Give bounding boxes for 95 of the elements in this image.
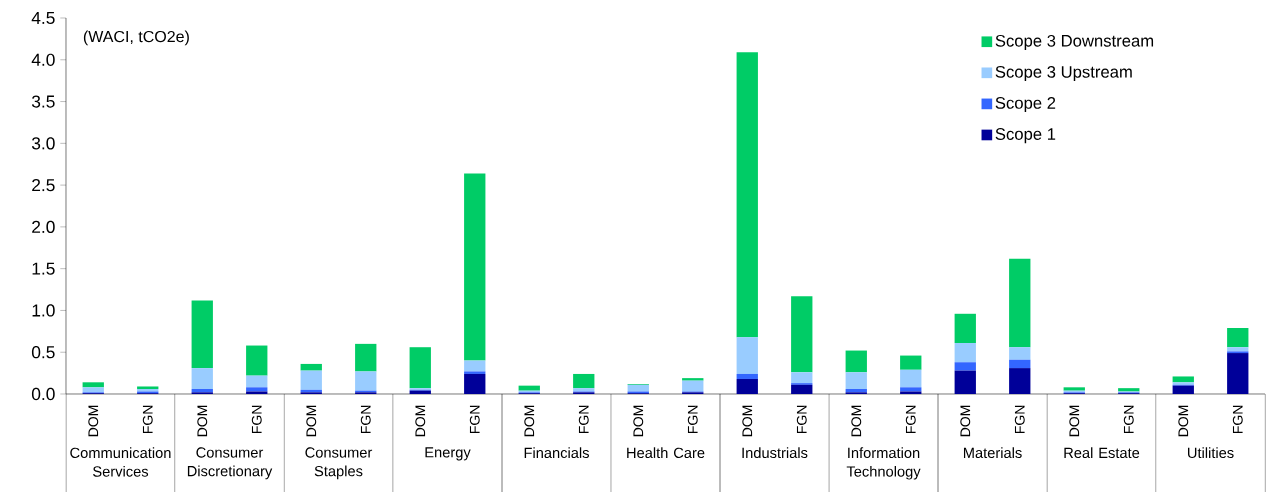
x-tick-label: DOM: [197, 405, 208, 437]
bar: [246, 391, 268, 394]
x-tick-label: DOM: [1069, 405, 1080, 437]
bar: [300, 363, 322, 371]
legend-label: Scope 3 Downstream: [995, 34, 1154, 50]
y-tick-label: 4.5: [31, 11, 55, 25]
bar: [845, 372, 867, 389]
bar: [464, 360, 486, 372]
y-tick-label: 4.0: [31, 53, 55, 66]
bar: [355, 343, 377, 372]
bar: [464, 373, 486, 394]
bar: [736, 52, 758, 338]
x-tick-label: DOM: [88, 405, 99, 437]
y-tick-label: 1.5: [32, 262, 55, 275]
bar: [82, 382, 104, 388]
bar: [682, 380, 704, 392]
bar: [246, 345, 268, 376]
bar: [464, 173, 486, 361]
y-tick-label: 0.0: [31, 387, 55, 401]
bar: [845, 350, 867, 373]
bar: [1172, 376, 1194, 383]
bar: [900, 387, 922, 392]
x-tick-label: DOM: [306, 405, 317, 437]
x-tick-label: DOM: [742, 405, 753, 437]
x-tick-label: DOM: [1178, 405, 1189, 437]
bar: [246, 375, 268, 388]
bar: [791, 372, 813, 384]
bar: [1227, 353, 1249, 394]
x-tick-label: FGN: [142, 405, 153, 434]
bar: [82, 387, 104, 393]
text: Materials: [963, 447, 1022, 459]
x-tick-label: FGN: [360, 405, 371, 434]
bar: [954, 362, 976, 371]
bar: [355, 371, 377, 391]
bar: [736, 373, 758, 379]
x-tick-label: FGN: [905, 405, 916, 434]
x-tick-label: DOM: [415, 405, 426, 437]
bar: [246, 387, 268, 392]
bar: [954, 313, 976, 344]
text: Industrials: [742, 447, 808, 459]
x-tick-label: DOM: [851, 405, 862, 437]
text: Real Estate: [1064, 447, 1140, 459]
x-tick-label: FGN: [796, 405, 807, 434]
bar: [682, 378, 704, 381]
bar: [791, 384, 813, 394]
x-tick-label: FGN: [687, 405, 698, 434]
bar: [573, 373, 595, 389]
text: Financials: [524, 447, 589, 459]
legend-label: Scope 2: [995, 97, 1056, 113]
bar: [191, 300, 213, 369]
bar: [900, 391, 922, 394]
x-tick-label: FGN: [1014, 405, 1025, 434]
bar: [900, 369, 922, 388]
bar: [464, 371, 486, 374]
bar: [191, 368, 213, 389]
text: Health Care: [627, 447, 705, 459]
bar: [1009, 368, 1031, 394]
bar: [791, 296, 813, 373]
bar: [1227, 347, 1249, 352]
text: Utilities: [1188, 447, 1234, 459]
legend-label: Scope 3 Upstream: [995, 65, 1132, 82]
bar: [1009, 359, 1031, 369]
y-tick-label: 2.0: [32, 220, 55, 234]
x-tick-label: DOM: [524, 405, 535, 437]
bar: [1009, 258, 1031, 348]
x-tick-label: FGN: [469, 405, 480, 434]
bar: [300, 370, 322, 390]
x-tick-label: DOM: [960, 405, 971, 437]
y-tick-label: 2.5: [32, 178, 55, 192]
text: Consumer Discretionary: [187, 447, 273, 480]
legend-label: Scope 1: [995, 128, 1056, 144]
text: Communication Services: [70, 447, 171, 477]
y-tick-label: 3.0: [31, 137, 55, 150]
bar: [736, 337, 758, 374]
bar: [1227, 327, 1249, 348]
text: Energy: [425, 447, 471, 461]
text: Information Technology: [846, 447, 921, 480]
bar: [736, 378, 758, 394]
bar: [900, 355, 922, 370]
text: Consumer Staples: [305, 447, 373, 480]
y-tick-label: 0.5: [31, 346, 55, 359]
bar: [518, 385, 540, 391]
y-tick-label: 3.5: [31, 95, 55, 108]
bar: [1009, 347, 1031, 360]
x-tick-label: FGN: [251, 405, 262, 434]
x-tick-label: FGN: [578, 405, 589, 434]
y-tick-label: 1.0: [32, 304, 55, 317]
x-tick-label: DOM: [633, 405, 644, 437]
bar: [954, 343, 976, 363]
x-tick-label: FGN: [1232, 405, 1243, 434]
x-tick-label: FGN: [1123, 405, 1134, 434]
bar: [954, 370, 976, 394]
bar: [1172, 385, 1194, 394]
y-axis-title: (WACI, tCO2e): [83, 30, 189, 46]
bar: [409, 347, 431, 389]
